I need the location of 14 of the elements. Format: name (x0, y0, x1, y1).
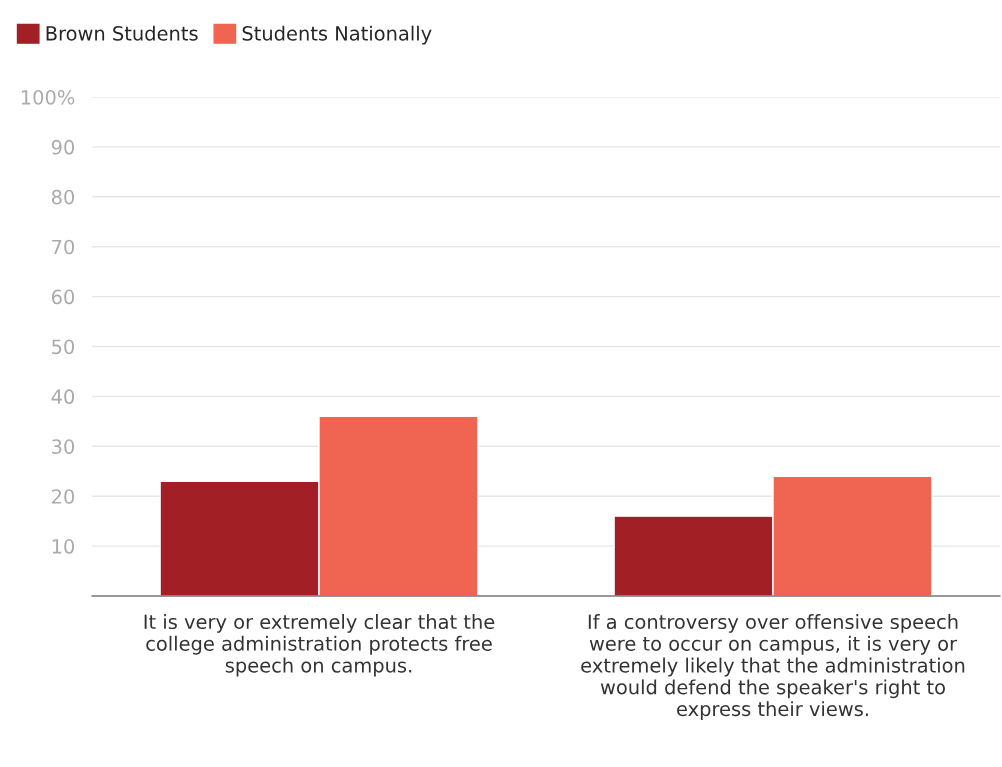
y-tick-label: 100% (21, 89, 75, 105)
x-tick-label: If a controversy over offensive speech were to occur on campus, it is very or extremely likely that the administration would defend the speaker's right to express their views. (581, 614, 965, 720)
y-tick-label: 80 (51, 189, 75, 205)
y-tick-label: 70 (52, 239, 75, 255)
y-tick-label: 20 (52, 489, 75, 504)
y-tick-label: 30 (52, 439, 75, 454)
y-tick-label: 50 (52, 339, 75, 355)
y-tick-label: 90 (51, 139, 75, 155)
y-tick-label: 10 (52, 539, 75, 554)
x-tick-label: It is very or extremely clear that the college administration protects free speech on campus. (144, 614, 495, 677)
y-tick-label: 60 (51, 289, 75, 305)
legend-label: Students Nationally (242, 25, 432, 45)
legend-label: Brown Students (46, 25, 198, 41)
y-tick-label: 40 (51, 389, 75, 405)
